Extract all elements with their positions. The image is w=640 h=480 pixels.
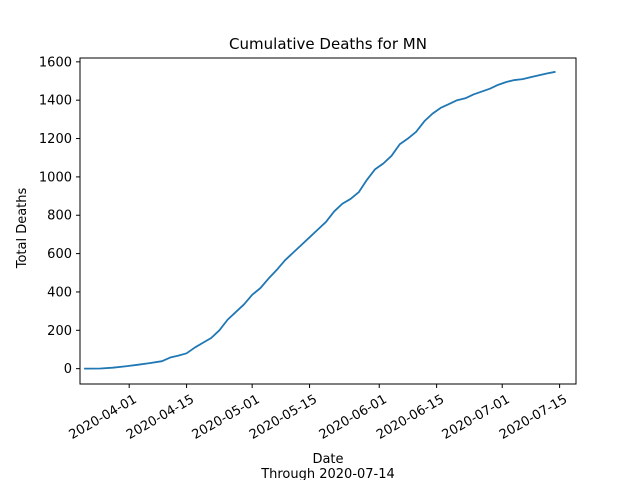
y-tick-label: 800 [47, 209, 72, 224]
y-tick-label: 1200 [39, 132, 72, 147]
y-tick-label: 200 [47, 324, 72, 339]
plot-area: 020040060080010001200140016002020-04-012… [39, 55, 577, 443]
plot-frame [79, 57, 577, 385]
x-axis-sublabel: Through 2020-07-14 [260, 467, 395, 480]
y-tick-label: 1400 [39, 94, 72, 109]
x-axis-label: Date [312, 452, 343, 467]
y-axis-label: Total Deaths [15, 187, 30, 269]
y-tick-label: 1600 [39, 55, 72, 70]
y-tick-label: 1000 [39, 170, 72, 185]
y-tick-label: 600 [47, 247, 72, 262]
chart-title: Cumulative Deaths for MN [229, 35, 427, 53]
y-tick-label: 0 [64, 362, 72, 377]
series-line [84, 70, 556, 370]
y-tick-label: 400 [47, 285, 72, 300]
